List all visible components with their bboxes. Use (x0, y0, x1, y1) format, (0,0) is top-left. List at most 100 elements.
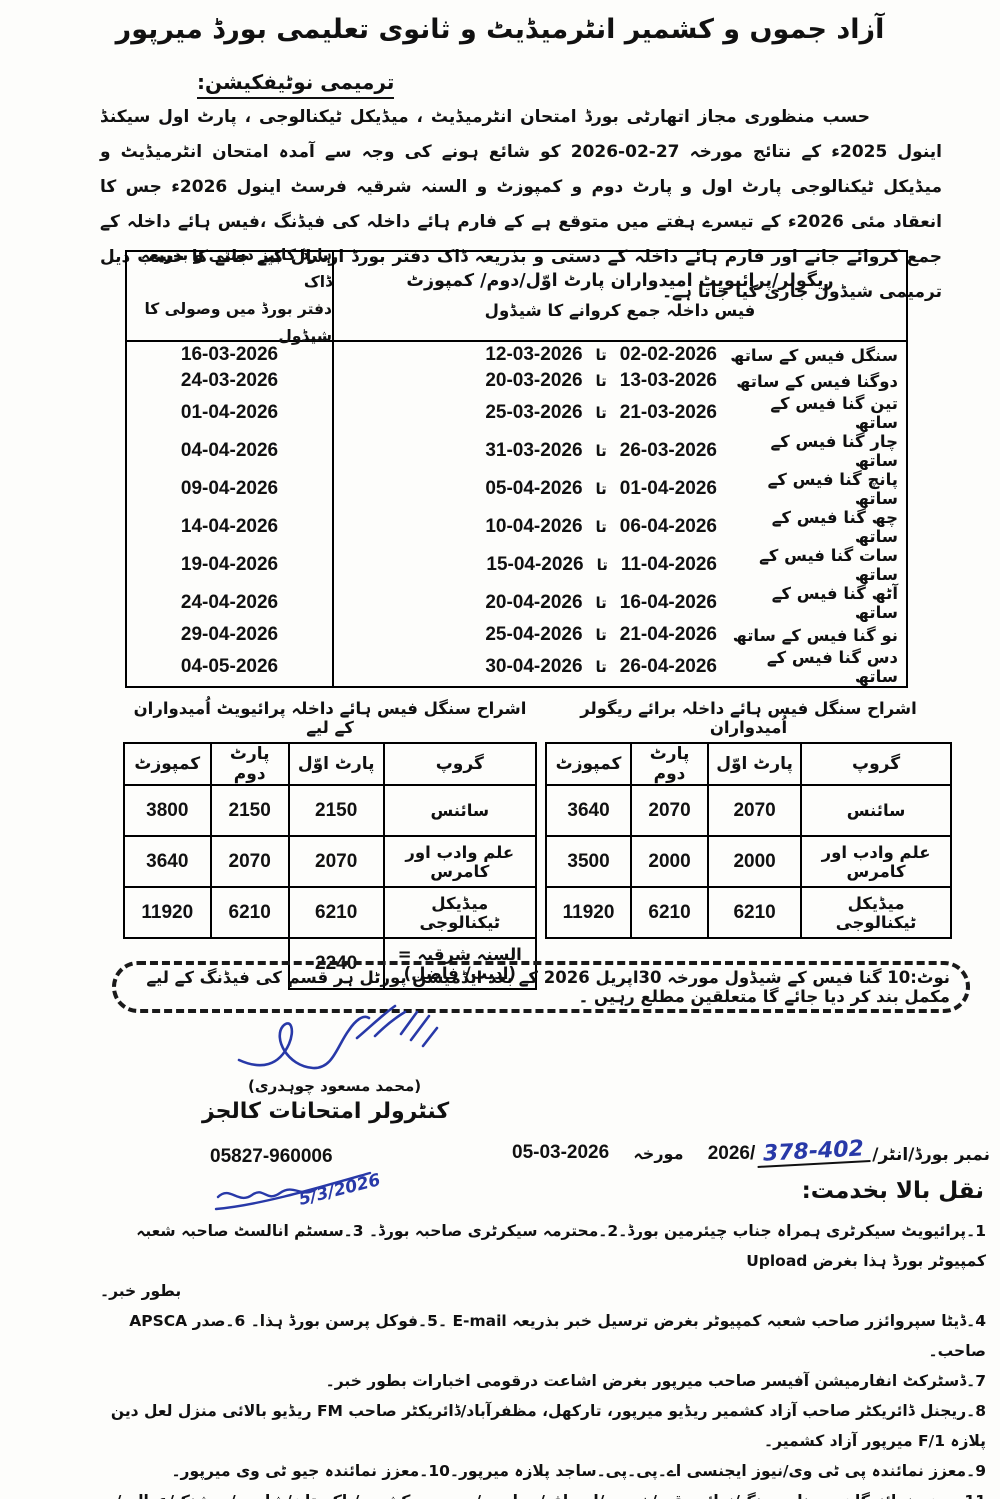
fee-schedule-table: ہارڈ کاپیز دستی و بذریعہ ڈاک دفتر بورڈ م… (125, 246, 908, 688)
fee-part1: 6210 (287, 886, 385, 939)
distribution-item: 7۔ڈسٹرکٹ انفارمیشن آفیسر صاحب میرپور بغر… (325, 1372, 986, 1390)
fee-tier-label: دس گنا فیس کے ساتھ (766, 648, 898, 686)
range-end-date: 25-04-2026 (485, 624, 583, 645)
distribution-item-continuation: بطور خبر۔ (100, 1282, 182, 1300)
fee-row: سائنس 2150 2150 3800 (123, 784, 538, 837)
col-header-part2: پارٹ دوم (630, 742, 710, 786)
schedule-row: 14-04-2026 چھ گنا فیس کے ساتھ 06-04-2026 ت… (127, 508, 906, 546)
fee-tier-label: دوگنا فیس کے ساتھ (736, 371, 898, 391)
fee-row: میڈیکل ٹیکنالوجی 6210 6210 11920 (544, 886, 952, 939)
range-start-date: 11-04-2026 (620, 554, 717, 575)
range-start-date: 13-03-2026 (619, 370, 717, 391)
fee-composite: 3500 (544, 835, 633, 888)
hardcopy-date: 24-03-2026 (127, 368, 334, 394)
group-name: میڈیکل ٹیکنالوجی (382, 886, 538, 939)
reference-line: 05-03-2026 مورخہ 2026/ 378-402 نمبر بورڈ… (512, 1136, 990, 1168)
hardcopy-date: 29-04-2026 (127, 622, 334, 648)
distribution-list: 1۔پرائیویٹ سیکرٹری ہمراہ جناب چیئرمین بو… (100, 1216, 986, 1499)
range-end-date: 12-03-2026 (485, 344, 583, 365)
fee-tier-label: سنگل فیس کے ساتھ (730, 345, 898, 365)
range-end-date: 15-04-2026 (486, 554, 584, 575)
fee-composite: 3640 (544, 784, 633, 837)
distribution-item: 4۔ڈیٹا سپروائزر صاحب شعبہ کمپیوٹر بغرض ت… (129, 1312, 986, 1360)
col-header-group: گروپ (382, 742, 538, 786)
deposit-header-line2: فیس داخلہ جمع کروانے کا شیڈول (484, 301, 756, 320)
range-end-date: 10-04-2026 (485, 516, 583, 537)
to-word: تا (595, 372, 607, 390)
fee-composite: 3800 (123, 784, 212, 837)
fee-row: سائنس 2070 2070 3640 (544, 784, 952, 837)
range-start-date: 26-04-2026 (619, 656, 717, 677)
col-header-part1: پارٹ اوّل (707, 742, 803, 786)
to-word: تا (595, 518, 607, 536)
fee-tier-label: سات گنا فیس کے ساتھ (759, 546, 898, 584)
deposit-header-line1: ریگولر/پرائیویٹ امیدواران پارٹ اوّل/دوم/… (406, 271, 834, 291)
range-start-date: 06-04-2026 (619, 516, 717, 537)
fee-part2: 2070 (630, 784, 710, 837)
fee-tier-label: نو گنا فیس کے ساتھ (732, 625, 898, 645)
private-fee-table-title: اشراح سنگل فیس ہائے داخلہ پرائیویٹ اُمید… (133, 699, 527, 737)
fee-composite: 11920 (544, 886, 633, 939)
fee-part1: 2150 (287, 784, 385, 837)
fee-part2: 2000 (630, 835, 710, 888)
phone-number: 05827-960006 (210, 1146, 333, 1167)
signer-name: (محمد مسعود چوہدری) (248, 1077, 422, 1095)
range-end-date: 20-04-2026 (485, 592, 583, 613)
hardcopy-date: 04-05-2026 (127, 648, 334, 686)
fee-tier-label: چھ گنا فیس کے ساتھ (771, 508, 898, 546)
distribution-heading: نقل بالا بخدمت: (801, 1178, 984, 1204)
schedule-row: 29-04-2026 نو گنا فیس کے ساتھ 21-04-2026 ت… (127, 622, 906, 648)
hardcopy-date: 16-03-2026 (127, 342, 334, 368)
fee-part1: 2070 (287, 835, 385, 888)
to-word: تا (595, 658, 607, 676)
dispatch-signature-icon (214, 1171, 372, 1211)
regular-fee-table-title: اشراح سنگل فیس ہائے داخلہ برائے ریگولر ا… (580, 699, 917, 737)
fee-tier-label: آٹھ گنا فیس کے ساتھ (771, 584, 898, 622)
note-box: نوٹ:10 گنا فیس کے شیڈول مورخہ 30اپریل 20… (112, 961, 970, 1013)
schedule-row: 09-04-2026 پانچ گنا فیس کے ساتھ 01-04-202… (127, 470, 906, 508)
schedule-row: 04-04-2026 چار گنا فیس کے ساتھ 26-03-2026… (127, 432, 906, 470)
distribution-item: 8۔ریجنل ڈائریکٹر صاحب آزاد کشمیر ریڈیو م… (110, 1402, 986, 1450)
hardcopy-date: 14-04-2026 (127, 508, 334, 546)
fee-tier-label: پانچ گنا فیس کے ساتھ (767, 470, 898, 508)
amendment-notification-heading: ترمیمی نوٹیفکیشن: (197, 70, 395, 99)
range-end-date: 31-03-2026 (485, 440, 583, 461)
reference-number: 2026/ 378-402 نمبر بورڈ/انٹر/ (708, 1136, 990, 1168)
to-word: تا (595, 626, 607, 644)
hardcopy-header-line1: ہارڈ کاپیز دستی و بذریعہ ڈاک (140, 246, 332, 291)
to-word: تا (596, 556, 608, 574)
distribution-item: 9۔معزز نمائندہ پی ٹی وی/نیوز ایجنسی اے۔پ… (171, 1462, 986, 1480)
fee-part1: 2070 (707, 784, 803, 837)
fee-composite: 11920 (123, 886, 212, 939)
hardcopy-header-line2: دفتر بورڈ میں وصولی کا شیڈول (144, 300, 332, 345)
to-word: تا (595, 346, 607, 364)
regular-fee-table: گروپ پارٹ اوّل پارٹ دوم کمپوزٹ سائنس 207… (544, 742, 952, 939)
range-start-date: 21-04-2026 (619, 624, 717, 645)
hardcopy-date: 04-04-2026 (127, 432, 334, 470)
range-end-date: 05-04-2026 (485, 478, 583, 499)
fee-row: علم وادب اور کامرس 2070 2070 3640 (123, 835, 538, 888)
schedule-row: 16-03-2026 سنگل فیس کے ساتھ 02-02-2026 تا 1… (127, 342, 906, 368)
fee-row: میڈیکل ٹیکنالوجی 6210 6210 11920 (123, 886, 538, 939)
intro-paragraph: حسب منظوری مجاز اتھارٹی بورڈ امتحان انٹر… (100, 107, 942, 302)
range-start-date: 26-03-2026 (619, 440, 717, 461)
col-header-part2: پارٹ دوم (209, 742, 290, 786)
schedule-table-header: ہارڈ کاپیز دستی و بذریعہ ڈاک دفتر بورڈ م… (127, 246, 906, 345)
fee-part1: 2000 (707, 835, 803, 888)
fee-row: علم وادب اور کامرس 2000 2000 3500 (544, 835, 952, 888)
range-end-date: 25-03-2026 (485, 402, 583, 423)
to-word: تا (595, 480, 607, 498)
col-header-composite: کمپوزٹ (544, 742, 633, 786)
reference-prefix: نمبر بورڈ/انٹر/ (872, 1145, 990, 1165)
group-name: علم وادب اور کامرس (382, 835, 538, 888)
distribution-item: 11۔معزز نمائندگان روزنامہ جنگ/نوائے وقت/… (100, 1486, 986, 1499)
hardcopy-column-header: ہارڈ کاپیز دستی و بذریعہ ڈاک دفتر بورڈ م… (127, 246, 334, 345)
schedule-row: 01-04-2026 تین گنا فیس کے ساتھ 21-03-2026… (127, 394, 906, 432)
regular-fee-table-section: اشراح سنگل فیس ہائے داخلہ برائے ریگولر ا… (544, 699, 952, 939)
controller-signature-icon (237, 1004, 439, 1070)
schedule-table-body: 16-03-2026 سنگل فیس کے ساتھ 02-02-2026 تا 1… (127, 342, 906, 686)
fee-part1: 6210 (707, 886, 803, 939)
range-start-date: 02-02-2026 (619, 344, 717, 365)
hardcopy-date: 19-04-2026 (127, 546, 334, 584)
